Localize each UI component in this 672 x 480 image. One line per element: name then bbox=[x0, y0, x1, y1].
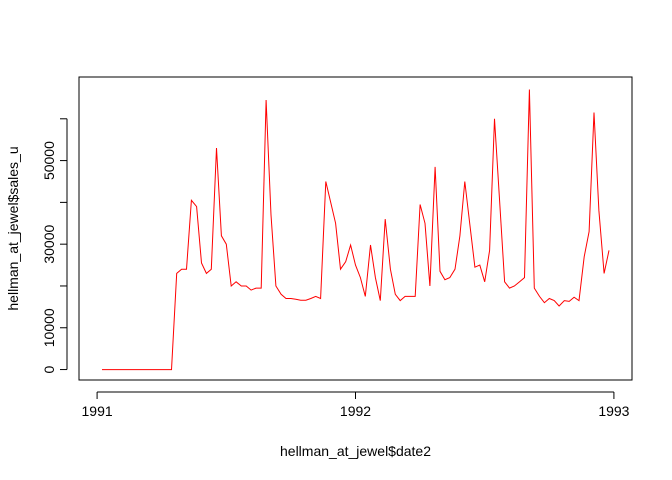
y-tick-label: 50000 bbox=[41, 141, 57, 180]
x-tick-label: 1993 bbox=[598, 403, 629, 419]
y-axis-title: hellman_at_jewel$sales_u bbox=[5, 146, 21, 310]
y-axis: 0 10000 30000 50000 bbox=[41, 118, 68, 373]
plot-frame bbox=[78, 76, 633, 381]
y-tick-label: 0 bbox=[41, 365, 57, 373]
x-axis: 1991 1992 1993 bbox=[82, 391, 630, 419]
x-axis-title: hellman_at_jewel$date2 bbox=[280, 443, 431, 459]
x-tick-label: 1991 bbox=[82, 403, 113, 419]
sales-line bbox=[102, 89, 610, 371]
y-tick-label: 30000 bbox=[41, 224, 57, 263]
y-tick-label: 10000 bbox=[41, 308, 57, 347]
x-tick-label: 1992 bbox=[340, 403, 371, 419]
